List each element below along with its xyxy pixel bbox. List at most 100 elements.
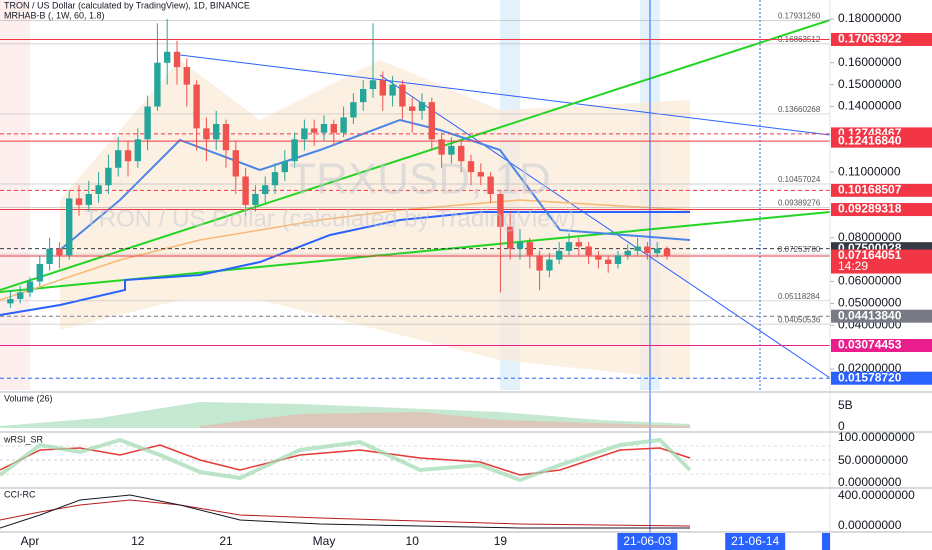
volume-area bbox=[200, 412, 690, 428]
candle-body bbox=[17, 292, 24, 299]
candle-body bbox=[526, 242, 533, 256]
pane-title: CCI-RC bbox=[4, 489, 36, 499]
candle-body bbox=[409, 106, 416, 111]
x-tick-label: May bbox=[313, 534, 336, 548]
x-tick-label: 10 bbox=[406, 534, 420, 548]
pane-tick: 5B bbox=[838, 398, 853, 412]
candle-body bbox=[193, 84, 200, 129]
candle-body bbox=[311, 128, 318, 133]
highlight bbox=[0, 0, 30, 390]
candle-body bbox=[379, 80, 386, 96]
pane-tick: 50.00000000 bbox=[838, 453, 908, 467]
y-tick-label: 0.15000000 bbox=[838, 77, 902, 91]
band bbox=[60, 60, 690, 380]
price-label-box bbox=[831, 338, 932, 352]
candle-body bbox=[85, 194, 92, 205]
fib-label: 0.04050536 bbox=[778, 315, 821, 324]
price-label-box bbox=[831, 371, 932, 385]
candle-body bbox=[565, 242, 573, 251]
candle-body bbox=[556, 250, 563, 260]
candle-body bbox=[507, 226, 514, 249]
cci-line bbox=[0, 494, 690, 529]
y-tick-label: 0.18000000 bbox=[838, 11, 902, 25]
candle-body bbox=[497, 194, 504, 227]
price-label: 0.10168507 bbox=[838, 182, 902, 196]
y-tick-label: 0.11000000 bbox=[838, 164, 901, 178]
candle-body bbox=[105, 167, 112, 186]
candle-body bbox=[654, 248, 661, 254]
x-label-box bbox=[725, 533, 786, 550]
x-tick-label: 19 bbox=[494, 534, 508, 548]
countdown: 14:29 bbox=[838, 259, 868, 273]
candle-body bbox=[154, 62, 161, 107]
price-label: 0.09289318 bbox=[838, 202, 902, 216]
trend-line bbox=[0, 19, 831, 291]
x-tick-label: 21-06-03 bbox=[623, 534, 671, 548]
price-label-box bbox=[831, 134, 932, 148]
candle-body bbox=[320, 124, 328, 133]
price-axis bbox=[830, 0, 932, 550]
candle-body bbox=[467, 161, 475, 173]
x-tick-label: 21-06-14 bbox=[731, 534, 779, 548]
scroll-marker bbox=[822, 533, 830, 550]
candle-body bbox=[428, 102, 435, 140]
trend-line bbox=[379, 74, 831, 379]
pane-tick: 100.00000000 bbox=[838, 430, 915, 444]
candle-body bbox=[585, 246, 592, 256]
y-tick-label: 0.16000000 bbox=[838, 55, 902, 69]
candle-body bbox=[536, 255, 543, 271]
candle-body bbox=[271, 172, 279, 186]
candle-body bbox=[389, 84, 396, 96]
price-label: 0.03074453 bbox=[838, 338, 902, 352]
pane-tick: 0.00000000 bbox=[838, 518, 902, 532]
pane-tick: 0 bbox=[838, 419, 845, 433]
y-tick-label: 0.08000000 bbox=[838, 230, 902, 244]
candle-body bbox=[291, 139, 298, 162]
price-label: 0.12416840 bbox=[838, 133, 902, 147]
candle-body bbox=[213, 124, 220, 140]
candle-body bbox=[56, 248, 63, 256]
candle-body bbox=[487, 176, 494, 194]
price-label: 0.04413840 bbox=[838, 308, 902, 322]
candle-body bbox=[115, 150, 122, 168]
candle-body bbox=[614, 255, 622, 264]
price-label-box bbox=[831, 309, 932, 323]
candle-body bbox=[262, 185, 269, 194]
watermark-name: TRON / US Dollar (calculated by TradingV… bbox=[84, 205, 576, 232]
price-label-box bbox=[831, 32, 932, 46]
candle-body bbox=[36, 264, 43, 282]
candle-body bbox=[26, 281, 34, 293]
price-label-box bbox=[831, 183, 932, 197]
candle-body bbox=[7, 299, 14, 304]
y-tick-label: 0.02000000 bbox=[838, 361, 902, 375]
candle-body bbox=[281, 161, 288, 173]
price-label-box bbox=[831, 249, 932, 274]
candle-body bbox=[164, 51, 171, 63]
candle-body bbox=[222, 124, 230, 151]
candle-body bbox=[350, 102, 357, 118]
watermark-symbol: TRXUSD, 1D bbox=[289, 155, 551, 204]
candle-body bbox=[595, 255, 602, 260]
rsi-fill bbox=[0, 437, 692, 483]
fib-label: 0.10457024 bbox=[778, 175, 821, 184]
price-label: 0.01578720 bbox=[838, 370, 902, 384]
candle-body bbox=[634, 246, 641, 251]
x-tick-label: 21 bbox=[219, 534, 233, 548]
candle-body bbox=[232, 150, 239, 177]
header-indicator: MRHAB-B (, 1W, 60, 1.8) bbox=[4, 10, 105, 20]
candle-body bbox=[75, 198, 83, 205]
candle-body bbox=[477, 172, 484, 177]
candle-body bbox=[644, 246, 651, 254]
fib-label: 0.13660268 bbox=[778, 105, 821, 114]
candle-body bbox=[203, 128, 210, 140]
candle-body bbox=[340, 117, 347, 133]
candle-body bbox=[183, 67, 190, 85]
fib-label: 0.05118284 bbox=[778, 292, 820, 301]
candle-body bbox=[46, 248, 53, 264]
candle-body bbox=[134, 139, 141, 162]
candle-body bbox=[546, 259, 553, 271]
candle-body bbox=[575, 242, 582, 247]
candle-body bbox=[516, 242, 524, 249]
candle-body bbox=[663, 248, 671, 257]
price-label-box bbox=[831, 203, 932, 217]
